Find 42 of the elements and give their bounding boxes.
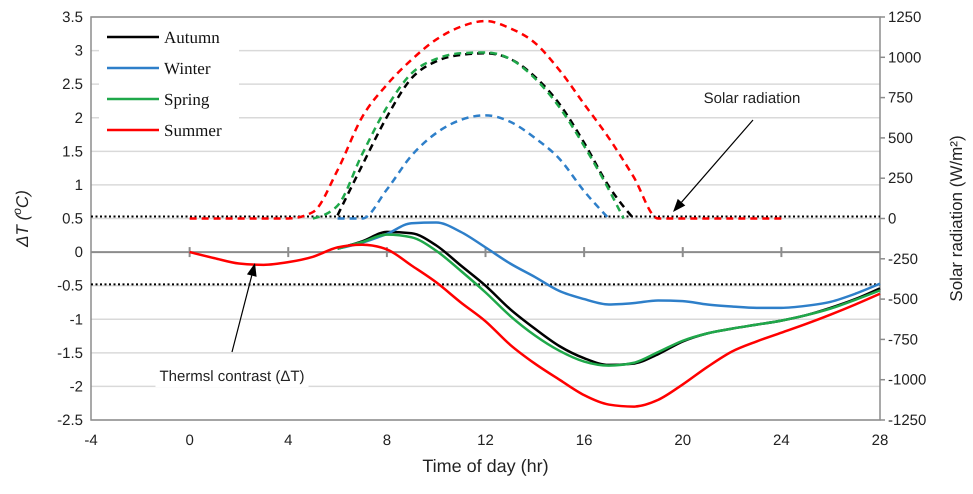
y-tick-label: -1 [70,311,83,328]
x-axis-title: Time of day (hr) [422,456,549,476]
y-tick-label: 3 [74,42,83,60]
y2-axis-title: Solar radiation (W/m²) [947,135,966,302]
y-tick-label: -2 [70,378,83,396]
legend-label: Summer [164,121,222,140]
y-tick-label: -2.5 [57,412,83,429]
y-tick-label: 0.5 [62,210,83,228]
x-tick-label: -4 [84,432,98,449]
y2-tick-label: -250 [888,250,918,268]
x-tick-label: 0 [185,432,194,449]
y-tick-label: -1.5 [57,344,83,362]
y2-tick-label: 0 [888,210,896,228]
x-tick-label: 16 [576,432,592,449]
y2-tick-label: -750 [888,331,918,348]
x-tick-label: 8 [382,432,392,449]
y2-tick-label: 750 [888,90,914,107]
y2-tick-label: 1250 [888,9,922,26]
y2-tick-label: 250 [888,170,914,188]
y2-tick-label: 1000 [888,49,922,66]
y2-tick-label: -1250 [888,412,926,429]
annotation: Solar radiation [704,90,800,107]
annotation: Thermsl contrast (ΔT) [159,368,305,385]
y-tick-label: 0 [74,244,83,262]
x-tick-label: 24 [773,432,790,449]
y2-tick-label: -500 [888,291,918,308]
y-tick-label: 3.5 [62,9,83,26]
x-tick-label: 28 [872,432,888,449]
y2-tick-label: -1000 [888,372,926,389]
y-tick-label: 1 [74,176,83,194]
y2-tick-label: 500 [888,130,914,147]
x-tick-label: 20 [674,432,692,449]
x-tick-label: 12 [477,432,494,449]
legend-label: Spring [164,90,210,109]
legend-label: Autumn [164,28,220,47]
y-tick-label: -0.5 [57,278,83,295]
y-tick-label: 1.5 [62,143,83,160]
line-series [336,114,610,220]
y-tick-label: 2 [74,110,83,127]
x-tick-label: 4 [284,432,292,449]
y-tick-label: 2.5 [62,76,83,94]
legend-label: Winter [164,59,211,78]
